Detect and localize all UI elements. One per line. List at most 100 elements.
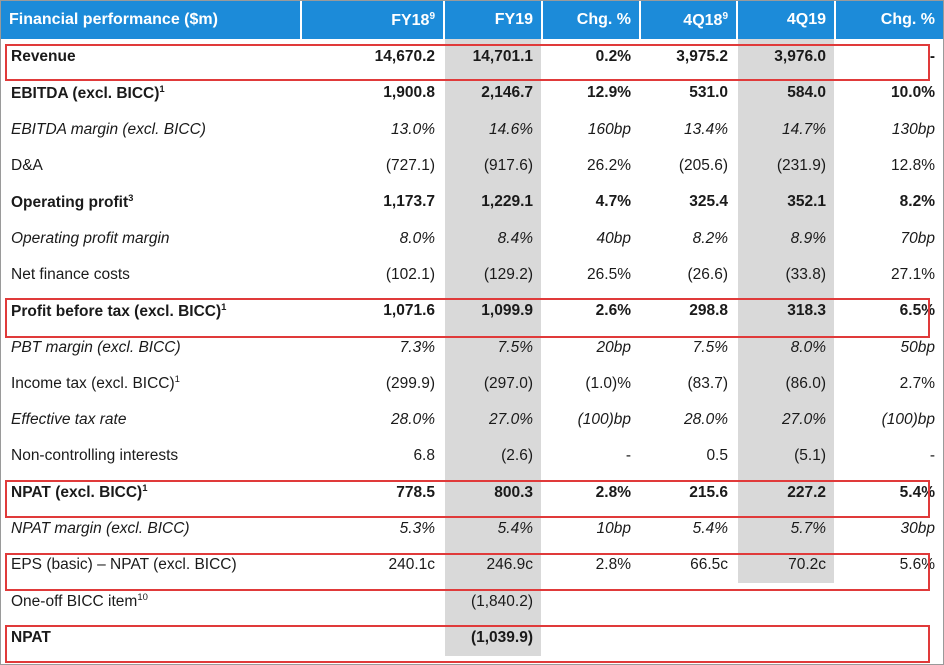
row-label: EPS (basic) – NPAT (excl. BICC)	[1, 547, 302, 584]
cell-4q18: (26.6)	[641, 256, 738, 294]
cell-4q19: 27.0%	[738, 401, 836, 439]
cell-4q19: (231.9)	[738, 147, 836, 185]
cell-chg-quarter: 2.7%	[899, 374, 935, 392]
cell-chg-quarter: 8.2%	[899, 193, 935, 211]
row-label: NPAT	[1, 619, 302, 657]
cell-4q18: 3,975.2	[641, 39, 738, 76]
cell-fy19: 8.4%	[445, 220, 543, 257]
cell-chg-quarter: -	[929, 48, 935, 66]
cell-fy18	[302, 619, 445, 657]
cell-chg-annual: 26.5%	[543, 256, 641, 294]
cell-chg-quarter: 12.8%	[891, 157, 935, 175]
cell-chg-annual: 2.8%	[543, 547, 641, 584]
cell-4q18: 298.8	[641, 293, 738, 330]
cell-fy19: (2.6)	[445, 438, 543, 475]
cell-fy19: 14,701.1	[445, 39, 543, 76]
cell-fy18: 1,900.8	[302, 75, 445, 112]
row-label: D&A	[1, 147, 302, 185]
cell-4q18: 7.5%	[641, 329, 738, 366]
cell-chg-annual	[543, 619, 641, 657]
cell-chg-quarter	[836, 583, 943, 619]
table-row: PBT margin (excl. BICC) 7.3% 7.5% 20bp 7.5% 8…	[1, 329, 943, 366]
cell-chg-quarter: (100)bp	[881, 411, 935, 429]
cell-fy19: 1,229.1	[445, 184, 543, 221]
row-label: PBT margin (excl. BICC)	[1, 329, 302, 366]
table-row: NPAT margin (excl. BICC) 5.3% 5.4% 10bp 5.4%…	[1, 510, 943, 548]
cell-4q19: 8.0%	[738, 329, 836, 366]
cell-chg-annual: (100)bp	[543, 401, 641, 439]
cell-chg-annual	[543, 583, 641, 620]
cell-4q19: 584.0	[738, 75, 836, 112]
cell-4q18: 0.5	[641, 438, 738, 475]
table-row: NPAT (1,039.9)	[1, 619, 943, 657]
row-label: Non-controlling interests	[1, 438, 302, 475]
cell-chg-quarter: 5.4%	[899, 483, 935, 501]
cell-fy18: (102.1)	[302, 256, 445, 294]
row-label: NPAT margin (excl. BICC)	[1, 510, 302, 548]
cell-4q18: (83.7)	[641, 365, 738, 402]
table-row: EPS (basic) – NPAT (excl. BICC) 240.1c 246…	[1, 547, 943, 584]
cell-4q19: 227.2	[738, 474, 836, 511]
table-row: Income tax (excl. BICC)1 (299.9) (297.0) (1…	[1, 365, 943, 402]
cell-chg-annual: 160bp	[543, 111, 641, 148]
header-fy19: FY19	[445, 1, 543, 39]
cell-4q19: (5.1)	[738, 438, 836, 475]
cell-4q19: (33.8)	[738, 256, 836, 294]
row-label: Net finance costs	[1, 256, 302, 294]
cell-chg-quarter	[836, 620, 943, 656]
cell-4q19: 14.7%	[738, 111, 836, 148]
cell-fy18: (727.1)	[302, 147, 445, 185]
cell-4q18: 531.0	[641, 75, 738, 112]
cell-fy19: (129.2)	[445, 256, 543, 294]
cell-chg-quarter: 27.1%	[891, 265, 935, 283]
cell-4q19: 352.1	[738, 184, 836, 221]
cell-fy18: 240.1c	[302, 547, 445, 584]
cell-chg-annual: (1.0)%	[543, 365, 641, 402]
cell-fy19: (1,039.9)	[445, 619, 543, 657]
row-label: Profit before tax (excl. BICC)1	[1, 293, 302, 330]
cell-4q19: 70.2c	[738, 547, 836, 584]
row-label: NPAT (excl. BICC)1	[1, 474, 302, 511]
cell-fy18: (299.9)	[302, 365, 445, 402]
cell-4q18: 13.4%	[641, 111, 738, 148]
cell-4q18: 28.0%	[641, 401, 738, 439]
cell-fy19: (1,840.2)	[445, 583, 543, 620]
table-row: EBITDA (excl. BICC)1 1,900.8 2,146.7 12.9% 5…	[1, 75, 943, 112]
cell-fy19: 246.9c	[445, 547, 543, 584]
cell-fy19: 27.0%	[445, 401, 543, 439]
cell-fy18: 7.3%	[302, 329, 445, 366]
cell-4q18: 66.5c	[641, 547, 738, 584]
table-row: D&A (727.1) (917.6) 26.2% (205.6) (231.9) 12.8…	[1, 147, 943, 185]
cell-fy18: 8.0%	[302, 220, 445, 257]
cell-fy18: 5.3%	[302, 510, 445, 548]
cell-chg-annual: 12.9%	[543, 75, 641, 112]
cell-fy19: (917.6)	[445, 147, 543, 185]
table-row: NPAT (excl. BICC)1 778.5 800.3 2.8% 215.6 227…	[1, 474, 943, 511]
cell-fy18: 1,173.7	[302, 184, 445, 221]
row-label: EBITDA margin (excl. BICC)	[1, 111, 302, 148]
cell-chg-annual: 40bp	[543, 220, 641, 257]
cell-4q18: 325.4	[641, 184, 738, 221]
table-row: Revenue 14,670.2 14,701.1 0.2% 3,975.2 3,976.…	[1, 39, 943, 76]
cell-4q18: 5.4%	[641, 510, 738, 548]
cell-chg-annual: -	[543, 438, 641, 475]
cell-fy18: 14,670.2	[302, 39, 445, 76]
cell-4q19: 3,976.0	[738, 39, 836, 76]
header-4q19: 4Q19	[738, 1, 836, 39]
cell-fy18: 778.5	[302, 474, 445, 511]
cell-4q18: 215.6	[641, 474, 738, 511]
cell-fy19: (297.0)	[445, 365, 543, 402]
cell-4q18	[641, 619, 738, 657]
cell-chg-annual: 2.8%	[543, 474, 641, 511]
table-row: Operating profit margin 8.0% 8.4% 40bp 8.2% 8…	[1, 220, 943, 257]
cell-4q18: (205.6)	[641, 147, 738, 185]
cell-fy18	[302, 583, 445, 620]
row-label: EBITDA (excl. BICC)1	[1, 75, 302, 112]
table-body: Revenue 14,670.2 14,701.1 0.2% 3,975.2 3,976.…	[1, 39, 943, 657]
cell-chg-annual: 0.2%	[543, 39, 641, 76]
cell-4q18	[641, 583, 738, 620]
row-label: One-off BICC item10	[1, 583, 302, 620]
cell-chg-quarter: -	[929, 447, 935, 465]
cell-4q19: 8.9%	[738, 220, 836, 257]
